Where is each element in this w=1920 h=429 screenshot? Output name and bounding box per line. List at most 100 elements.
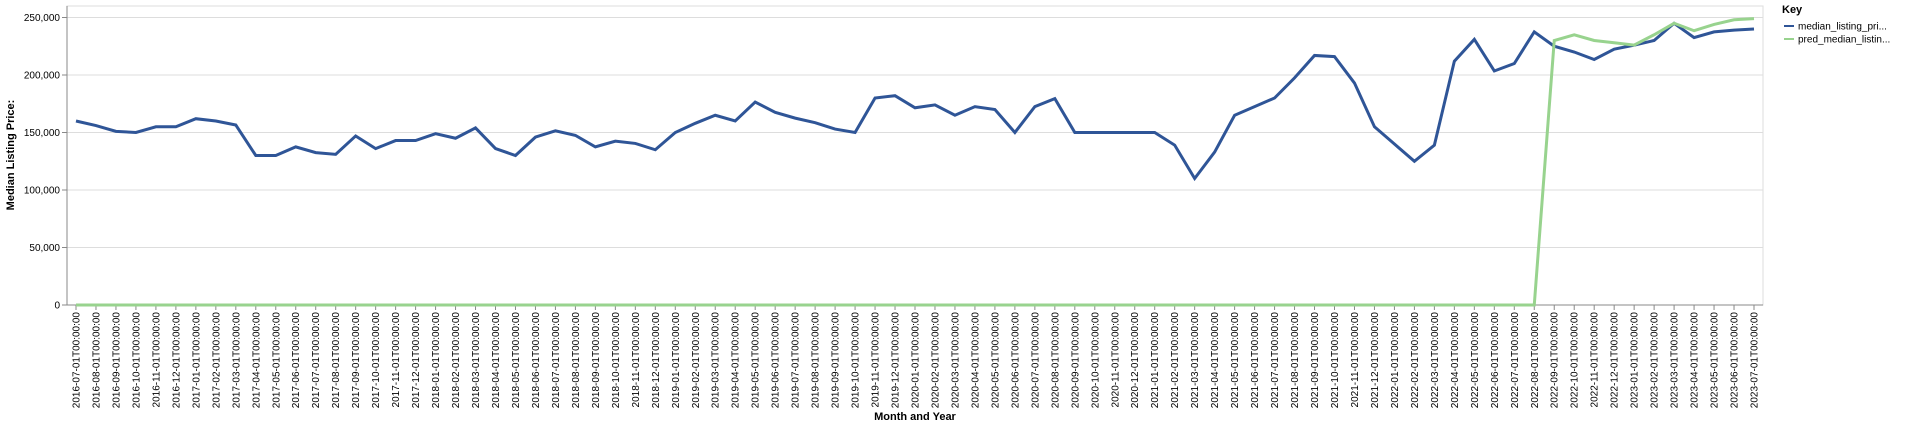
- x-tick-label: 2018-04-01T00:00:00: [491, 312, 502, 409]
- x-tick-label: 2023-01-01T00:00:00: [1630, 312, 1641, 409]
- x-tick-label: 2017-12-01T00:00:00: [411, 312, 422, 409]
- x-tick-label: 2023-03-01T00:00:00: [1670, 312, 1681, 409]
- plot-frame: [66, 5, 1764, 306]
- y-tick-label: 250,000: [24, 13, 61, 24]
- x-axis-title: Month and Year: [874, 411, 956, 423]
- x-tick-label: 2017-09-01T00:00:00: [351, 312, 362, 409]
- y-tick-label: 50,000: [29, 243, 60, 254]
- x-tick-label: 2021-01-01T00:00:00: [1150, 312, 1161, 409]
- x-tick-label: 2021-09-01T00:00:00: [1310, 312, 1321, 409]
- y-tick-label: 100,000: [24, 186, 61, 197]
- x-tick-label: 2022-04-01T00:00:00: [1450, 312, 1461, 409]
- y-tick-label: 0: [54, 301, 60, 312]
- x-tick-label: 2016-09-01T00:00:00: [111, 312, 122, 409]
- x-tick-label: 2016-10-01T00:00:00: [131, 312, 142, 409]
- x-tick-label: 2018-03-01T00:00:00: [471, 312, 482, 409]
- y-axis-title: Median Listing Price:: [5, 100, 17, 211]
- x-tick-label: 2022-01-01T00:00:00: [1390, 312, 1401, 409]
- x-tick-label: 2019-07-01T00:00:00: [791, 312, 802, 409]
- x-tick-label: 2018-01-01T00:00:00: [431, 312, 442, 409]
- y-tick-label: 200,000: [24, 71, 61, 82]
- x-tick-label: 2017-06-01T00:00:00: [291, 312, 302, 409]
- series-line: [75, 21, 1755, 182]
- x-tick-label: 2017-04-01T00:00:00: [251, 312, 262, 409]
- x-tick-label: 2019-05-01T00:00:00: [751, 312, 762, 409]
- x-tick-label: 2019-03-01T00:00:00: [711, 312, 722, 409]
- x-tick-label: 2023-04-01T00:00:00: [1690, 312, 1701, 409]
- x-tick-label: 2020-03-01T00:00:00: [950, 312, 961, 409]
- series-line: [76, 17, 1755, 307]
- x-tick-label: 2019-12-01T00:00:00: [891, 312, 902, 409]
- x-tick-label: 2020-08-01T00:00:00: [1050, 312, 1061, 409]
- x-tick-label: 2022-09-01T00:00:00: [1550, 312, 1561, 409]
- x-tick-label: 2021-05-01T00:00:00: [1230, 312, 1241, 409]
- x-tick-label: 2023-05-01T00:00:00: [1710, 312, 1721, 409]
- x-tick-label: 2022-10-01T00:00:00: [1570, 312, 1581, 409]
- x-tick-label: 2023-06-01T00:00:00: [1730, 312, 1741, 409]
- x-tick-label: 2021-10-01T00:00:00: [1330, 312, 1341, 409]
- x-tick-label: 2019-02-01T00:00:00: [691, 312, 702, 409]
- x-tick-label: 2016-12-01T00:00:00: [171, 312, 182, 409]
- x-tick-label: 2017-02-01T00:00:00: [211, 312, 222, 409]
- x-tick-label: 2017-11-01T00:00:00: [391, 312, 402, 408]
- x-tick-label: 2021-12-01T00:00:00: [1370, 312, 1381, 409]
- x-tick-label: 2017-01-01T00:00:00: [191, 312, 202, 409]
- x-tick-label: 2021-08-01T00:00:00: [1290, 312, 1301, 409]
- x-tick-label: 2019-08-01T00:00:00: [811, 312, 822, 409]
- x-tick-label: 2018-09-01T00:00:00: [591, 312, 602, 409]
- x-tick-label: 2022-06-01T00:00:00: [1490, 312, 1501, 409]
- x-tick-label: 2021-07-01T00:00:00: [1270, 312, 1281, 409]
- x-tick-label: 2020-09-01T00:00:00: [1070, 312, 1081, 409]
- x-tick-label: 2018-11-01T00:00:00: [631, 312, 642, 408]
- x-tick-label: 2018-08-01T00:00:00: [571, 312, 582, 409]
- x-tick-label: 2016-11-01T00:00:00: [151, 312, 162, 408]
- x-tick-label: 2022-03-01T00:00:00: [1430, 312, 1441, 409]
- x-tick-label: 2022-12-01T00:00:00: [1610, 312, 1621, 409]
- x-tick-label: 2019-11-01T00:00:00: [871, 312, 882, 408]
- x-tick-label: 2020-02-01T00:00:00: [930, 312, 941, 409]
- x-tick-label: 2021-02-01T00:00:00: [1170, 312, 1181, 409]
- x-tick-label: 2020-06-01T00:00:00: [1010, 312, 1021, 409]
- x-tick-label: 2017-07-01T00:00:00: [311, 312, 322, 409]
- x-tick-label: 2019-04-01T00:00:00: [731, 312, 742, 409]
- legend-label: pred_median_listin...: [1798, 35, 1890, 46]
- x-tick-label: 2022-07-01T00:00:00: [1510, 312, 1521, 409]
- x-tick-label: 2019-01-01T00:00:00: [671, 312, 682, 409]
- y-tick-label: 150,000: [24, 128, 61, 139]
- x-tick-label: 2021-04-01T00:00:00: [1210, 312, 1221, 409]
- x-tick-label: 2022-11-01T00:00:00: [1590, 312, 1601, 408]
- x-tick-label: 2018-10-01T00:00:00: [611, 312, 622, 409]
- x-tick-label: 2018-02-01T00:00:00: [451, 312, 462, 409]
- x-tick-label: 2023-07-01T00:00:00: [1750, 312, 1761, 409]
- x-tick-label: 2017-05-01T00:00:00: [271, 312, 282, 409]
- x-tick-label: 2018-07-01T00:00:00: [551, 312, 562, 409]
- x-tick-label: 2022-08-01T00:00:00: [1530, 312, 1541, 409]
- x-tick-label: 2017-03-01T00:00:00: [231, 312, 242, 409]
- x-tick-label: 2017-08-01T00:00:00: [331, 312, 342, 409]
- x-tick-label: 2016-08-01T00:00:00: [91, 312, 102, 409]
- x-tick-label: 2022-02-01T00:00:00: [1410, 312, 1421, 409]
- x-tick-label: 2019-06-01T00:00:00: [771, 312, 782, 409]
- x-tick-label: 2020-12-01T00:00:00: [1130, 312, 1141, 409]
- x-tick-label: 2021-03-01T00:00:00: [1190, 312, 1201, 409]
- legend-label: median_listing_pri...: [1798, 22, 1887, 33]
- x-tick-label: 2021-06-01T00:00:00: [1250, 312, 1261, 409]
- legend-title: Key: [1782, 4, 1803, 16]
- x-tick-label: 2018-06-01T00:00:00: [531, 312, 542, 409]
- x-tick-label: 2020-07-01T00:00:00: [1030, 312, 1041, 409]
- x-tick-label: 2023-02-01T00:00:00: [1650, 312, 1661, 409]
- x-tick-label: 2020-04-01T00:00:00: [970, 312, 981, 409]
- x-tick-label: 2020-01-01T00:00:00: [911, 312, 922, 409]
- x-tick-label: 2019-10-01T00:00:00: [851, 312, 862, 409]
- x-tick-label: 2018-05-01T00:00:00: [511, 312, 522, 409]
- x-tick-label: 2022-05-01T00:00:00: [1470, 312, 1481, 409]
- x-tick-label: 2021-11-01T00:00:00: [1350, 312, 1361, 408]
- x-tick-label: 2018-12-01T00:00:00: [651, 312, 662, 409]
- x-tick-label: 2016-07-01T00:00:00: [72, 312, 83, 409]
- x-tick-label: 2020-11-01T00:00:00: [1110, 312, 1121, 408]
- x-tick-label: 2020-05-01T00:00:00: [990, 312, 1001, 409]
- x-tick-label: 2019-09-01T00:00:00: [831, 312, 842, 409]
- x-tick-label: 2020-10-01T00:00:00: [1090, 312, 1101, 409]
- x-tick-label: 2017-10-01T00:00:00: [371, 312, 382, 409]
